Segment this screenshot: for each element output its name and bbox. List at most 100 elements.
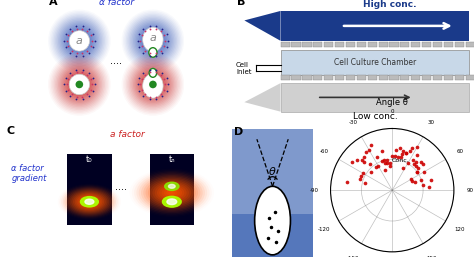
Point bbox=[362, 150, 370, 154]
Circle shape bbox=[76, 82, 82, 87]
Circle shape bbox=[81, 197, 98, 207]
Text: Cell
Inlet: Cell Inlet bbox=[236, 62, 251, 75]
Circle shape bbox=[153, 181, 191, 204]
Bar bbox=[433, 42, 442, 47]
Circle shape bbox=[78, 195, 100, 208]
Circle shape bbox=[64, 187, 114, 216]
Circle shape bbox=[56, 62, 102, 107]
Circle shape bbox=[130, 18, 176, 64]
Bar bbox=[281, 11, 469, 41]
Circle shape bbox=[88, 201, 91, 203]
Circle shape bbox=[128, 15, 179, 67]
Bar bbox=[379, 75, 388, 80]
Circle shape bbox=[55, 17, 103, 65]
Circle shape bbox=[164, 182, 179, 190]
Bar bbox=[335, 75, 344, 80]
Point bbox=[358, 158, 365, 162]
Point bbox=[368, 143, 375, 148]
Text: a factor: a factor bbox=[110, 131, 145, 140]
Circle shape bbox=[75, 81, 83, 88]
Bar bbox=[422, 75, 431, 80]
Circle shape bbox=[143, 176, 201, 209]
Bar bbox=[281, 42, 290, 47]
Circle shape bbox=[157, 184, 187, 201]
Point bbox=[397, 155, 405, 159]
Text: D: D bbox=[235, 127, 244, 137]
Circle shape bbox=[64, 25, 95, 57]
Circle shape bbox=[68, 30, 91, 52]
Point bbox=[408, 179, 416, 183]
Point bbox=[381, 158, 388, 162]
Circle shape bbox=[146, 178, 198, 208]
Circle shape bbox=[59, 21, 99, 61]
Point bbox=[407, 177, 415, 181]
Bar bbox=[390, 75, 399, 80]
Circle shape bbox=[133, 21, 173, 61]
Circle shape bbox=[143, 75, 163, 94]
Point bbox=[386, 160, 393, 164]
Point bbox=[399, 149, 406, 153]
Circle shape bbox=[139, 70, 167, 99]
Circle shape bbox=[145, 76, 162, 93]
Point bbox=[374, 164, 382, 168]
Text: High conc.: High conc. bbox=[363, 0, 416, 9]
Point bbox=[381, 168, 389, 172]
Text: Low conc.: Low conc. bbox=[353, 112, 397, 121]
Point bbox=[410, 162, 418, 166]
Point bbox=[425, 185, 433, 189]
Text: Conc.: Conc. bbox=[392, 158, 409, 163]
Circle shape bbox=[66, 72, 92, 97]
Point bbox=[414, 170, 421, 175]
Circle shape bbox=[62, 24, 96, 58]
Circle shape bbox=[146, 34, 160, 48]
Circle shape bbox=[139, 27, 167, 55]
Circle shape bbox=[73, 35, 85, 47]
Ellipse shape bbox=[143, 74, 163, 98]
Circle shape bbox=[168, 191, 175, 195]
Circle shape bbox=[78, 39, 81, 42]
Point bbox=[414, 166, 422, 170]
Bar bbox=[368, 75, 377, 80]
Circle shape bbox=[59, 65, 99, 104]
Circle shape bbox=[52, 14, 106, 68]
Circle shape bbox=[85, 199, 94, 204]
Circle shape bbox=[69, 74, 90, 95]
Point bbox=[412, 164, 420, 168]
Point bbox=[348, 160, 356, 164]
Point bbox=[343, 180, 350, 184]
Circle shape bbox=[152, 39, 155, 42]
Circle shape bbox=[139, 174, 205, 212]
Bar bbox=[302, 42, 311, 47]
Circle shape bbox=[137, 172, 207, 213]
Circle shape bbox=[69, 75, 89, 94]
Circle shape bbox=[135, 66, 172, 103]
Point bbox=[396, 146, 403, 150]
Ellipse shape bbox=[143, 27, 163, 52]
Circle shape bbox=[72, 77, 86, 91]
Point bbox=[360, 160, 368, 164]
Bar bbox=[346, 42, 355, 47]
Circle shape bbox=[85, 199, 94, 204]
Bar bbox=[411, 75, 420, 80]
Circle shape bbox=[61, 66, 98, 103]
Circle shape bbox=[71, 191, 108, 212]
Point bbox=[373, 154, 381, 159]
Circle shape bbox=[63, 186, 116, 217]
Point bbox=[378, 149, 386, 153]
Text: t₀: t₀ bbox=[86, 155, 93, 164]
Point bbox=[383, 158, 391, 162]
Point bbox=[411, 180, 419, 184]
Point bbox=[383, 161, 391, 165]
Circle shape bbox=[54, 59, 105, 110]
Circle shape bbox=[71, 32, 88, 49]
Point bbox=[420, 170, 428, 174]
Title: Angle θ: Angle θ bbox=[376, 98, 408, 107]
Circle shape bbox=[80, 196, 99, 207]
Circle shape bbox=[159, 186, 184, 200]
Point bbox=[418, 178, 425, 182]
Circle shape bbox=[141, 175, 203, 210]
Text: a: a bbox=[149, 33, 156, 43]
Circle shape bbox=[55, 60, 103, 109]
Bar bbox=[368, 42, 377, 47]
Point bbox=[373, 166, 380, 170]
